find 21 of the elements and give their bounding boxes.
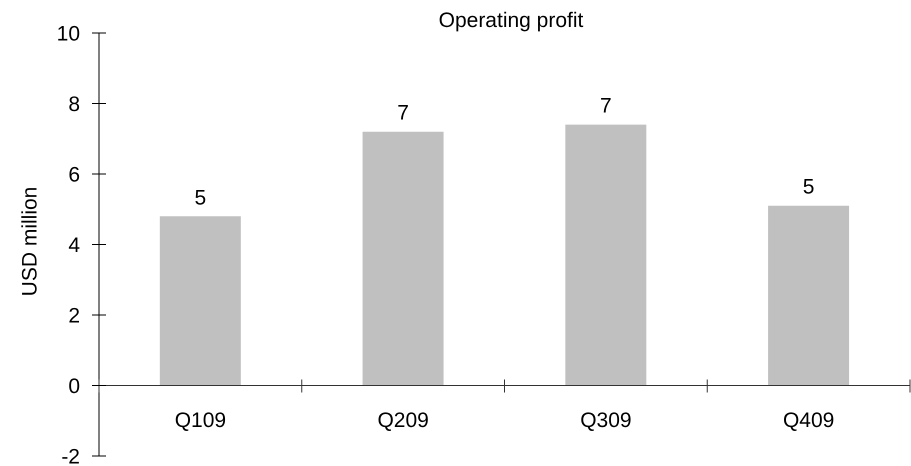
data-label: 7 — [600, 94, 612, 118]
y-tick-label: 2 — [68, 304, 80, 328]
bar — [565, 124, 646, 386]
data-label: 5 — [802, 176, 814, 199]
x-tick-label: Q409 — [782, 408, 834, 432]
y-tick-label: 10 — [56, 22, 80, 46]
bar — [160, 216, 241, 386]
y-axis-title: USD million — [18, 186, 42, 296]
y-tick-label: 0 — [68, 374, 80, 398]
chart-title: Operating profit — [438, 9, 584, 33]
x-tick-label: Q309 — [580, 408, 632, 432]
bar — [768, 206, 850, 386]
data-label: 7 — [397, 102, 409, 125]
y-tick-label: -2 — [61, 445, 80, 466]
y-tick-label: 6 — [68, 163, 80, 186]
bar — [362, 132, 444, 386]
y-tick-label: 8 — [68, 92, 80, 116]
x-tick-label: Q109 — [174, 408, 226, 432]
data-label: 5 — [194, 186, 206, 210]
x-tick-label: Q209 — [377, 408, 429, 432]
y-tick-label: 4 — [68, 234, 80, 257]
